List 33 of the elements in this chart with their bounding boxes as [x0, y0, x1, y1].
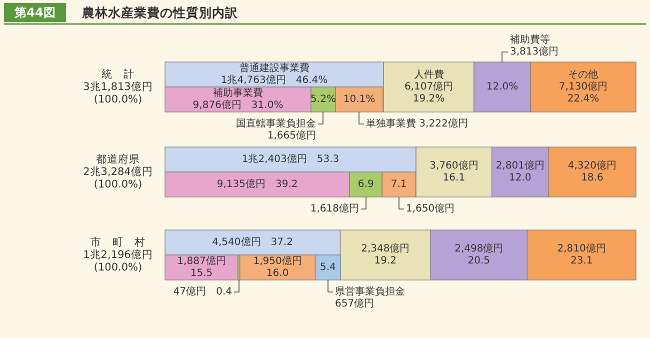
annotation: 1,618億円 [310, 202, 359, 214]
y-tick-label: 市 町 村 1兆2,196億円 (100.0%) [83, 235, 153, 274]
annotation: 国直轄事業負担金 1,665億円 [236, 118, 316, 142]
y-tick-label: 統 計 3兆1,813億円 (100.0%) [83, 67, 153, 106]
data-label: 人件費 6,107億円 19.2% [404, 68, 454, 104]
data-label: 12.0% [486, 82, 518, 92]
annotation: 補助費等 3,813億円 [510, 34, 559, 58]
data-label: 補助事業費 9,876億円 31.0% [192, 87, 284, 111]
data-label: 1兆2,403億円 53.3 [242, 153, 340, 165]
data-label: 普通建設事業費 1兆4,763億円 46.4% [220, 62, 328, 86]
annotation: 47億円 0.4 [173, 286, 232, 298]
annotation: 単独事業費 3,222億円 [366, 118, 468, 130]
data-label: 7.1 [390, 179, 407, 190]
data-label: 2,801億円 12.0 [496, 160, 544, 184]
data-label: 2,348億円 19.2 [361, 242, 410, 266]
chart-title: 農林水産業費の性質別内訳 [81, 5, 239, 20]
data-label: その他 7,130億円 22.4% [558, 68, 608, 104]
data-label: 3,760億円 16.1 [430, 160, 478, 184]
data-label: 4,320億円 18.6 [568, 160, 617, 184]
data-label: 2,498億円 20.5 [454, 242, 504, 266]
data-label: 5.4 [320, 262, 336, 273]
data-label: 4,540億円 37.2 [212, 236, 294, 248]
annotation: 県営事業負担金 657億円 [335, 286, 405, 310]
text: 第44図 [14, 6, 56, 20]
data-label: 6.9 [358, 179, 374, 190]
annotation: 1,650億円 [406, 202, 455, 214]
data-label: 1,950億円 16.0 [253, 255, 302, 279]
data-label: 5.2% [310, 94, 336, 105]
data-label: 1,887億円 15.5 [177, 255, 226, 279]
y-tick-label: 都道府県 2兆3,284億円 (100.0%) [83, 152, 153, 191]
data-label: 10.1% [343, 94, 376, 105]
data-label: 2,810億円 23.1 [557, 242, 606, 266]
data-label: 9,135億円 39.2 [216, 178, 298, 190]
